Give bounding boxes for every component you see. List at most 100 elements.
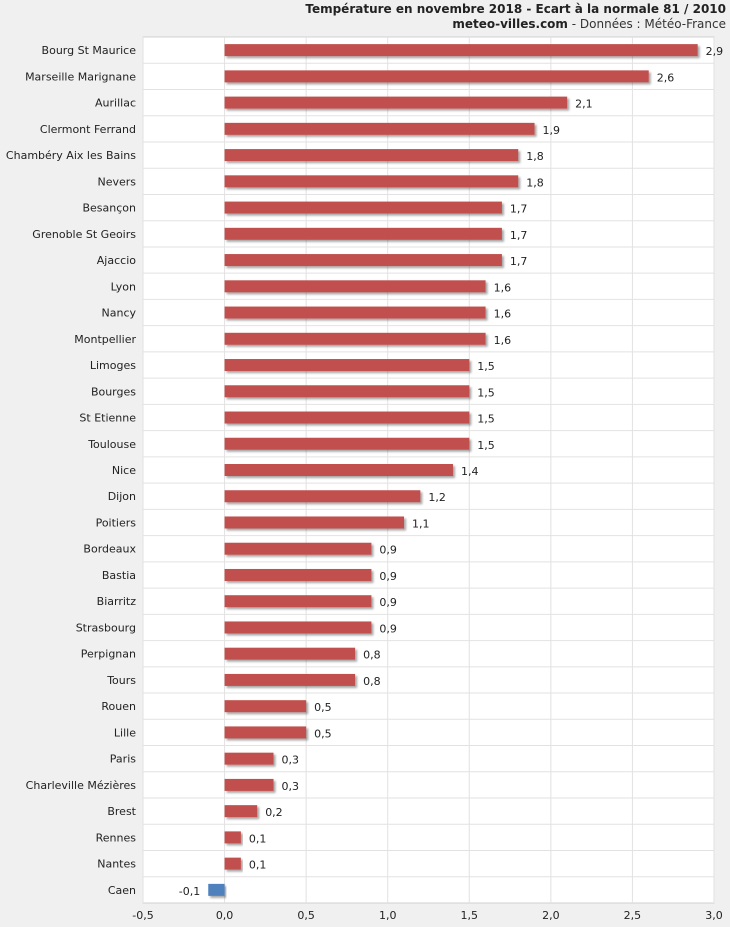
category-label: Nancy <box>102 307 137 320</box>
x-tick-label: 3,0 <box>705 909 723 922</box>
value-label: 1,8 <box>526 176 544 189</box>
value-label: 0,9 <box>379 570 397 583</box>
x-tick-label: -0,5 <box>132 909 153 922</box>
category-label: Paris <box>110 753 136 766</box>
value-label: 0,3 <box>282 754 300 767</box>
x-tick-label: 1,5 <box>461 909 479 922</box>
bar <box>224 280 486 293</box>
x-axis: -0,5 0,0 0,5 1,0 1,5 2,0 2,5 3,0 <box>132 909 722 922</box>
value-label: 1,8 <box>526 150 544 163</box>
value-label: 1,4 <box>461 465 479 478</box>
value-label: 0,8 <box>363 675 381 688</box>
value-label: 1,5 <box>477 360 495 373</box>
bar <box>224 647 356 660</box>
x-tick-label: 0,5 <box>297 909 315 922</box>
bar <box>224 359 470 372</box>
category-label: Nevers <box>97 175 136 188</box>
category-label: Nantes <box>97 858 136 871</box>
value-label: 0,8 <box>363 649 381 662</box>
value-label: 1,5 <box>477 413 495 426</box>
bar <box>224 149 519 162</box>
value-label: 2,1 <box>575 98 593 111</box>
x-tick-label: 2,5 <box>624 909 642 922</box>
category-label: Marseille Marignane <box>25 70 136 83</box>
bar <box>224 70 649 83</box>
value-label: 1,9 <box>543 124 561 137</box>
bar <box>224 542 372 555</box>
category-label: Caen <box>108 884 136 897</box>
value-label: 0,9 <box>379 544 397 557</box>
category-label: Lyon <box>111 280 136 293</box>
category-label: Grenoble St Geoirs <box>32 228 136 241</box>
bar <box>224 437 470 450</box>
bar <box>224 726 307 739</box>
bar <box>224 831 241 844</box>
value-label: -0,1 <box>179 885 200 898</box>
value-label: 0,5 <box>314 701 332 714</box>
x-tick-label: 0,0 <box>216 909 234 922</box>
value-label: 1,1 <box>412 517 430 530</box>
bar <box>224 778 274 791</box>
value-label: 1,7 <box>510 229 528 242</box>
bar <box>224 621 372 634</box>
category-label: Chambéry Aix les Bains <box>6 149 136 162</box>
category-label: Poitiers <box>96 516 137 529</box>
x-tick-label: 1,0 <box>379 909 397 922</box>
chart-title: Température en novembre 2018 - Ecart à l… <box>305 2 726 16</box>
category-label: Clermont Ferrand <box>40 123 136 136</box>
value-label: 1,7 <box>510 203 528 216</box>
bar <box>224 201 502 214</box>
bar <box>224 752 274 765</box>
bar <box>224 175 519 188</box>
category-label: Montpellier <box>74 333 136 346</box>
bar <box>224 385 470 398</box>
x-tick-label: 2,0 <box>542 909 560 922</box>
category-label: Nice <box>112 464 136 477</box>
value-label: 1,6 <box>494 281 512 294</box>
bar <box>224 96 568 109</box>
source-site: meteo-villes.com <box>452 17 568 31</box>
bar <box>224 673 356 686</box>
value-label: 1,6 <box>494 308 512 321</box>
category-label: St Etienne <box>79 412 136 425</box>
bar <box>224 568 372 581</box>
value-label: 1,6 <box>494 334 512 347</box>
value-label: 0,9 <box>379 596 397 609</box>
value-label: 1,7 <box>510 255 528 268</box>
category-label: Dijon <box>108 490 136 503</box>
value-label: 0,5 <box>314 727 332 740</box>
bar <box>224 332 486 345</box>
bar <box>224 227 502 240</box>
value-label: 0,1 <box>249 832 267 845</box>
source-credit: - Données : Météo-France <box>567 17 726 31</box>
category-label: Toulouse <box>87 438 136 451</box>
labels: Bourg St Maurice 2,9 Marseille Marignane 2,… <box>6 44 723 898</box>
category-label: Ajaccio <box>97 254 136 267</box>
category-label: Strasbourg <box>76 621 136 634</box>
bar <box>208 883 225 896</box>
category-label: Brest <box>107 805 136 818</box>
category-label: Aurillac <box>95 97 136 110</box>
bar <box>224 122 535 135</box>
value-label: 0,3 <box>282 780 300 793</box>
bar <box>224 254 502 267</box>
bars <box>208 44 698 896</box>
bar <box>224 700 307 713</box>
category-label: Besançon <box>82 202 136 215</box>
bar <box>224 411 470 424</box>
value-label: 1,2 <box>428 491 446 504</box>
category-label: Charleville Mézières <box>26 779 137 792</box>
bar <box>224 595 372 608</box>
category-label: Bastia <box>102 569 136 582</box>
category-label: Lille <box>114 726 136 739</box>
bar <box>224 857 241 870</box>
category-label: Rouen <box>101 700 136 713</box>
bar <box>224 464 453 476</box>
bar <box>224 805 258 818</box>
bar <box>224 516 405 529</box>
category-label: Tours <box>106 674 136 687</box>
value-label: 2,6 <box>657 71 675 84</box>
bar <box>224 44 698 57</box>
value-label: 0,9 <box>379 622 397 635</box>
